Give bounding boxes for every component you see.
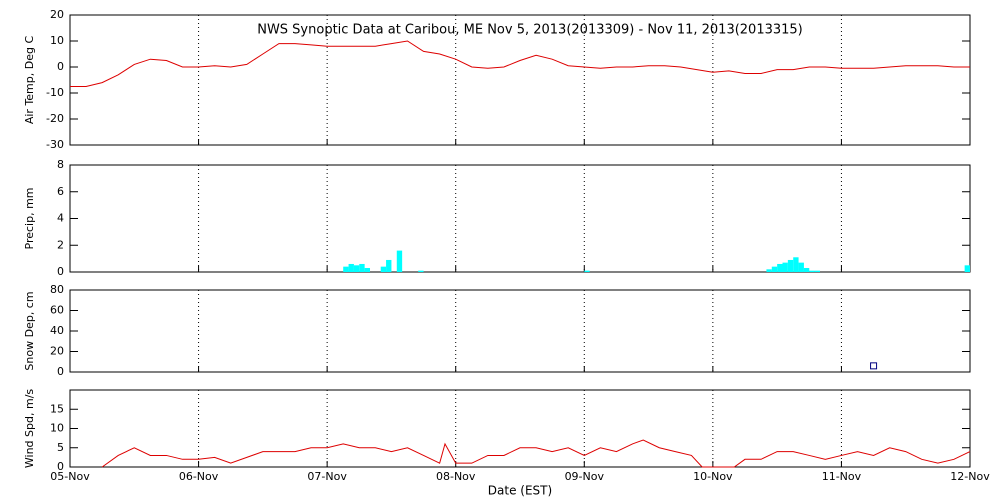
x-tick-label: 07-Nov [307, 470, 347, 483]
x-tick-label: 06-Nov [179, 470, 219, 483]
plot-frame [69, 289, 971, 373]
bar [418, 270, 424, 272]
y-tick-label: -20 [46, 112, 64, 125]
y-axis-label: Wind Spd, m/s [23, 389, 36, 469]
data-line [101, 439, 971, 468]
y-tick-label: 80 [50, 283, 64, 296]
y-axis-label: Precip, mm [23, 188, 36, 250]
x-axis-label: Date (EST) [488, 484, 552, 498]
y-tick-label: 2 [57, 238, 64, 251]
y-tick-label: 20 [50, 8, 64, 21]
bar [359, 263, 365, 272]
bar [964, 265, 970, 272]
y-tick-label: 4 [57, 212, 64, 225]
bar [803, 267, 810, 272]
bar [364, 267, 370, 272]
x-tick-label: 08-Nov [436, 470, 476, 483]
bar [584, 270, 590, 272]
y-tick-label: 60 [50, 304, 64, 317]
bar [766, 269, 772, 272]
y-tick-label: 0 [57, 365, 64, 378]
plot-frame [69, 389, 971, 468]
x-tick-label: 12-Nov [950, 470, 990, 483]
y-tick-label: -10 [46, 86, 64, 99]
y-tick-label: 0 [57, 460, 64, 473]
y-tick-label: 10 [50, 422, 64, 435]
bar [348, 263, 354, 272]
bar [782, 262, 788, 272]
bar [798, 262, 804, 272]
plot-frame [69, 164, 971, 273]
x-tick-label: 10-Nov [693, 470, 733, 483]
bar [777, 263, 783, 272]
y-tick-label: 20 [50, 345, 64, 358]
y-tick-label: 0 [57, 60, 64, 73]
x-tick-label: 05-Nov [50, 470, 90, 483]
bar [386, 259, 392, 272]
plot-frame [69, 14, 971, 146]
y-tick-label: 8 [57, 158, 64, 171]
y-tick-label: 10 [50, 34, 64, 47]
y-axis-label: Snow Dep, cm [23, 291, 36, 370]
y-axis-label: Air Temp, Deg C [23, 36, 36, 125]
chart-title: NWS Synoptic Data at Caribou, ME Nov 5, … [257, 23, 803, 38]
bar [809, 270, 815, 272]
y-tick-label: 0 [57, 265, 64, 278]
y-tick-label: 5 [57, 441, 64, 454]
y-tick-label: 15 [50, 402, 64, 415]
bar [787, 259, 794, 272]
bar [396, 250, 403, 272]
bar [771, 266, 778, 272]
bar [343, 266, 349, 272]
bar [793, 257, 799, 272]
y-tick-label: 40 [50, 324, 64, 337]
point [870, 362, 878, 370]
bar [380, 266, 387, 272]
x-tick-label: 09-Nov [565, 470, 605, 483]
bar [814, 270, 820, 272]
data-line [70, 40, 970, 87]
y-tick-label: 6 [57, 185, 64, 198]
x-tick-label: 11-Nov [822, 470, 862, 483]
y-tick-label: -30 [46, 138, 64, 151]
bar [353, 265, 360, 272]
